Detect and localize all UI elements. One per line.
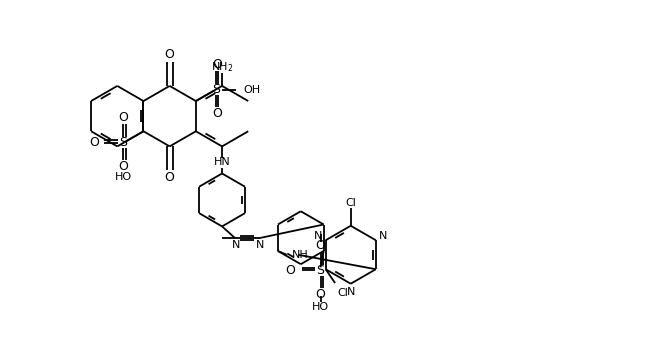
Text: N: N: [256, 240, 264, 250]
Text: Cl: Cl: [337, 288, 348, 298]
Text: N: N: [232, 240, 240, 250]
Text: N: N: [378, 231, 387, 241]
Text: O: O: [165, 171, 174, 184]
Text: HO: HO: [312, 302, 329, 312]
Text: OH: OH: [243, 85, 260, 95]
Text: O: O: [213, 107, 222, 120]
Text: O: O: [316, 239, 325, 252]
Text: NH$_2$: NH$_2$: [211, 60, 233, 74]
Text: N: N: [347, 287, 355, 297]
Text: O: O: [286, 264, 295, 277]
Text: N: N: [314, 231, 323, 241]
Text: HO: HO: [115, 172, 132, 182]
Text: O: O: [119, 160, 128, 173]
Text: O: O: [316, 288, 325, 301]
Text: NH: NH: [292, 250, 309, 260]
Text: S: S: [212, 83, 220, 96]
Text: O: O: [165, 48, 174, 61]
Text: HN: HN: [214, 157, 231, 167]
Text: O: O: [213, 58, 222, 71]
Text: O: O: [89, 136, 98, 149]
Text: Cl: Cl: [345, 198, 356, 208]
Text: O: O: [119, 111, 128, 124]
Text: S: S: [119, 136, 128, 149]
Text: S: S: [316, 264, 325, 277]
